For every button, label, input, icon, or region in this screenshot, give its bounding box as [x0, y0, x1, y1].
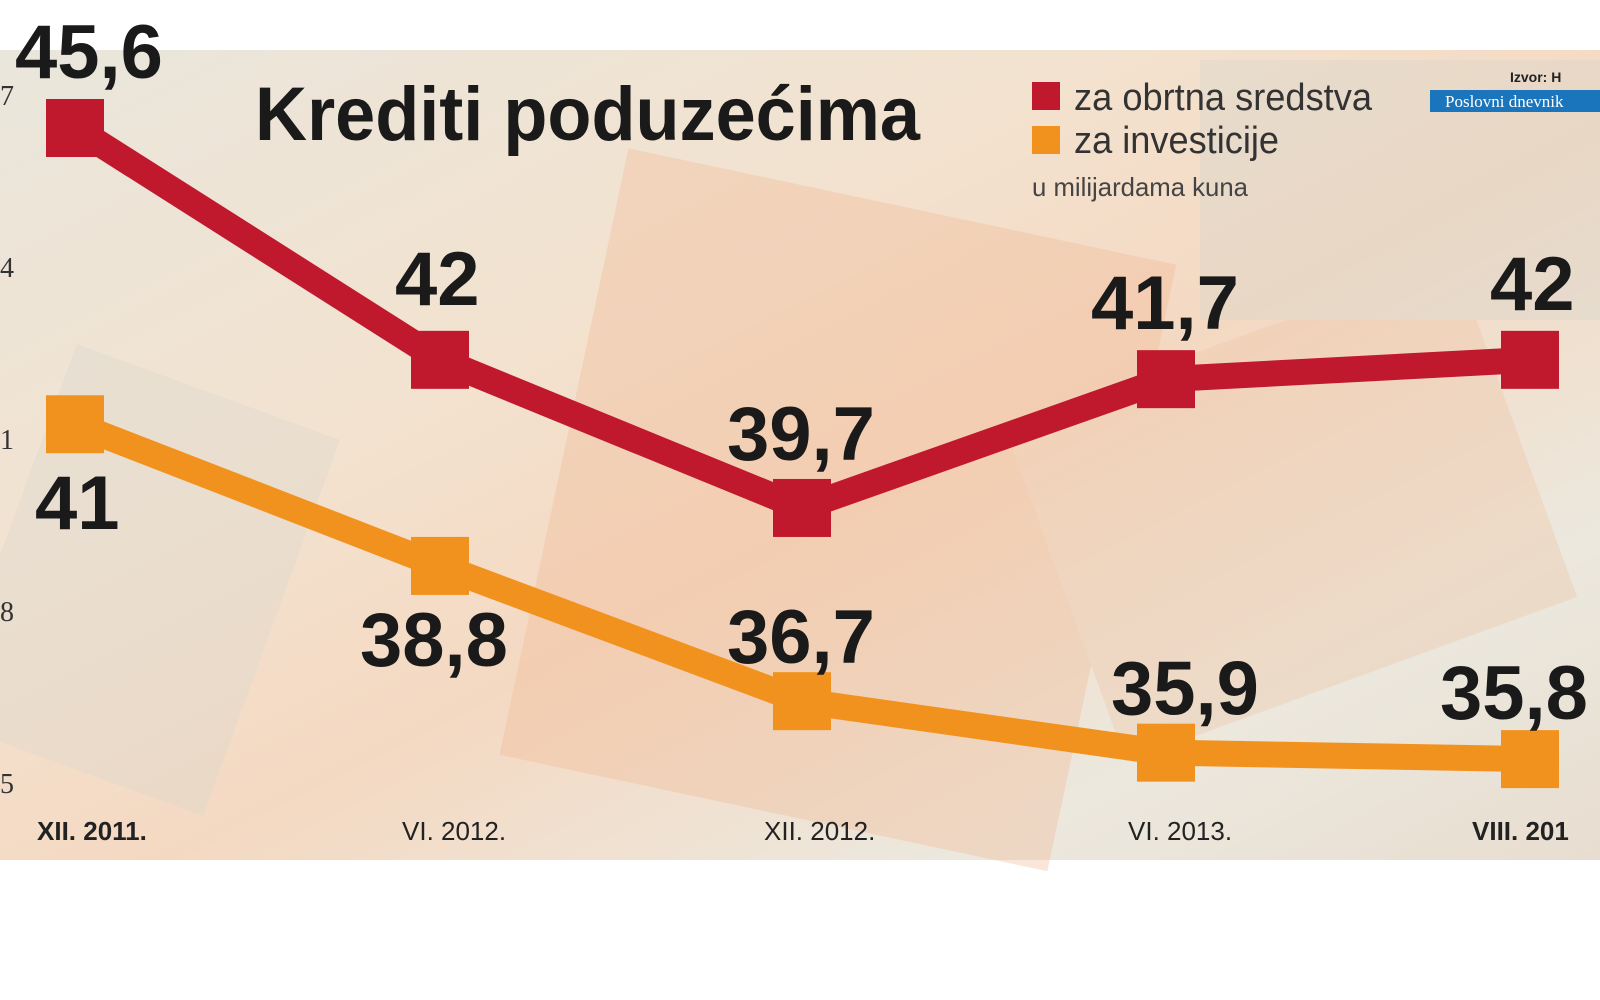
y-tick-label: 7 — [0, 81, 14, 112]
chart-subtitle: u milijardama kuna — [1032, 172, 1249, 202]
y-tick-label: 8 — [0, 597, 14, 628]
chart-title: Krediti poduzećima — [255, 72, 921, 157]
x-tick-label: VIII. 201 — [1472, 816, 1569, 846]
data-marker — [1501, 330, 1559, 389]
data-label: 41,7 — [1091, 261, 1239, 346]
y-tick-label: 5 — [0, 769, 14, 800]
data-marker — [1501, 730, 1559, 789]
data-label: 45,6 — [15, 10, 163, 95]
data-marker — [1137, 350, 1195, 409]
data-label: 38,8 — [360, 598, 508, 683]
x-tick-label: VI. 2013. — [1128, 816, 1232, 846]
data-marker — [411, 536, 469, 595]
data-label: 36,7 — [727, 595, 875, 680]
data-label: 39,7 — [727, 392, 875, 477]
data-marker — [773, 478, 831, 537]
legend-label-investicije: za investicije — [1074, 120, 1279, 162]
x-tick-label: XII. 2011. — [37, 816, 147, 846]
publisher-logo-bg — [1430, 90, 1600, 112]
data-marker — [1137, 723, 1195, 782]
x-tick-label: XII. 2012. — [764, 816, 875, 846]
legend-swatch-obrtna — [1032, 82, 1060, 110]
data-label: 41 — [35, 461, 120, 546]
legend-swatch-investicije — [1032, 126, 1060, 154]
data-label: 42 — [395, 237, 480, 322]
source-label: Izvor: H — [1510, 69, 1561, 85]
publisher-logo: Poslovni dnevnik — [1445, 92, 1564, 111]
legend-label-obrtna: za obrtna sredstva — [1074, 77, 1373, 119]
data-label: 35,8 — [1440, 651, 1588, 736]
data-marker — [46, 395, 104, 454]
y-tick-label: 1 — [0, 425, 14, 456]
data-marker — [46, 99, 104, 157]
legend: za obrtna sredstva za investicije u mili… — [1032, 77, 1373, 202]
data-label: 35,9 — [1111, 647, 1259, 732]
x-tick-label: VI. 2012. — [402, 816, 506, 846]
data-label: 42 — [1490, 242, 1575, 327]
data-marker — [411, 330, 469, 389]
data-marker — [773, 672, 831, 731]
y-tick-label: 4 — [0, 253, 14, 284]
